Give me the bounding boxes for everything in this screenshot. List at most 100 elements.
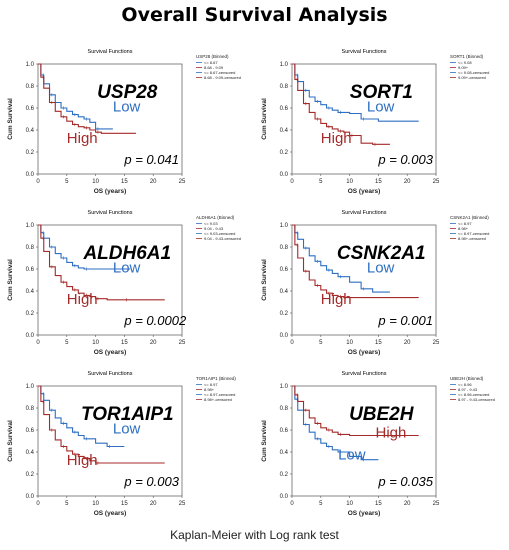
low-group-label: Low xyxy=(367,259,395,276)
y-axis-label: Cum Survival xyxy=(7,420,14,462)
y-tick-label: 0.8 xyxy=(26,245,35,251)
km-chart-svg: Survival Functions 0.0 0.2 0.4 0.6 0.8 1.0 0 5 10… xyxy=(7,49,241,195)
y-tick-label: 0.0 xyxy=(280,333,289,339)
legend-entry: <= 9.08-censored xyxy=(458,70,489,75)
legend-entry: 8.68 - 9.09 xyxy=(204,65,224,70)
x-tick-label: 25 xyxy=(433,340,440,346)
km-curve-high xyxy=(38,63,136,134)
legend-entry: <= 8.97-censored xyxy=(204,392,235,397)
y-tick-label: 0.2 xyxy=(26,472,35,478)
x-axis-label: OS (years) xyxy=(348,188,381,195)
x-tick-label: 15 xyxy=(375,340,382,346)
y-axis-label: Cum Survival xyxy=(261,420,268,462)
y-tick-label: 0.8 xyxy=(26,406,35,412)
legend-entry: 8.98+-censored xyxy=(204,397,232,402)
y-tick-label: 0.4 xyxy=(26,289,35,295)
footer-caption: Kaplan-Meier with Log rank test xyxy=(170,528,339,542)
x-tick-label: 10 xyxy=(92,501,99,507)
y-tick-label: 0.0 xyxy=(26,172,35,178)
y-tick-label: 0.6 xyxy=(280,267,289,273)
km-panel-sort1: Survival Functions 0.0 0.2 0.4 0.6 0.8 1.0 0 5 10… xyxy=(256,44,504,202)
gene-label: SORT1 xyxy=(350,82,413,103)
low-group-label: Low xyxy=(113,259,141,276)
y-tick-label: 1.0 xyxy=(280,62,289,68)
y-tick-label: 0.0 xyxy=(26,333,35,339)
gene-label: CSNK2A1 xyxy=(337,243,426,264)
plot-frame xyxy=(37,63,183,175)
km-curve-low xyxy=(292,63,419,122)
y-tick-label: 1.0 xyxy=(26,223,35,229)
y-tick-label: 0.2 xyxy=(26,150,35,156)
p-value: p = 0.003 xyxy=(377,152,433,167)
y-tick-label: 0.6 xyxy=(26,428,35,434)
km-panel-aldh6a1: Survival Functions 0.0 0.2 0.4 0.6 0.8 1.0 0 5 10… xyxy=(2,205,250,363)
low-group-label: Low xyxy=(367,98,395,115)
x-tick-label: 10 xyxy=(346,179,353,185)
y-axis-label: Cum Survival xyxy=(7,98,14,140)
km-panel-csnk2a1: Survival Functions 0.0 0.2 0.4 0.6 0.8 1.0 0 5 10… xyxy=(256,205,504,363)
legend-title: CSNK2A1 (Binned) xyxy=(450,215,489,220)
high-group-label: High xyxy=(321,130,352,147)
km-curve-low xyxy=(292,224,390,293)
gene-label: ALDH6A1 xyxy=(82,243,171,264)
x-tick-label: 5 xyxy=(319,501,323,507)
legend-entry: 8.98+ xyxy=(204,387,215,392)
legend-entry: 8.97 - 9.43 xyxy=(458,387,478,392)
chart-title: Survival Functions xyxy=(88,49,133,55)
legend-entry: <= 8.97-censored xyxy=(458,231,489,236)
y-axis-label: Cum Survival xyxy=(261,259,268,301)
gene-label: USP28 xyxy=(97,82,158,103)
x-tick-label: 20 xyxy=(404,340,411,346)
km-chart-svg: Survival Functions 0.0 0.2 0.4 0.6 0.8 1.0 0 5 10… xyxy=(261,371,495,517)
chart-title: Survival Functions xyxy=(342,210,387,216)
chart-title: Survival Functions xyxy=(342,49,387,55)
x-tick-label: 5 xyxy=(319,340,323,346)
y-tick-label: 0.4 xyxy=(26,128,35,134)
high-group-label: High xyxy=(67,291,98,308)
x-tick-label: 15 xyxy=(375,501,382,507)
km-chart-svg: Survival Functions 0.0 0.2 0.4 0.6 0.8 1.0 0 5 10… xyxy=(261,210,489,356)
low-group-label: Low xyxy=(113,420,141,437)
y-tick-label: 0.4 xyxy=(280,289,289,295)
y-tick-label: 0.6 xyxy=(280,106,289,112)
y-tick-label: 0.4 xyxy=(26,450,35,456)
legend-entry: 8.97 - 9.43-censored xyxy=(458,397,495,402)
x-tick-label: 0 xyxy=(36,340,40,346)
km-curve-high xyxy=(292,224,419,299)
legend-entry: <= 9.03 xyxy=(204,221,218,226)
x-tick-label: 25 xyxy=(179,501,186,507)
km-panel-ube2h: Survival Functions 0.0 0.2 0.4 0.6 0.8 1.0 0 5 10… xyxy=(256,366,504,524)
x-tick-label: 10 xyxy=(346,501,353,507)
p-value: p = 0.003 xyxy=(123,474,179,489)
chart-title: Survival Functions xyxy=(342,371,387,377)
x-tick-label: 20 xyxy=(404,179,411,185)
low-group-label: Low xyxy=(338,447,366,464)
page-title: Overall Survival Analysis xyxy=(121,4,388,26)
km-curve-low xyxy=(38,224,131,270)
x-tick-label: 10 xyxy=(92,340,99,346)
legend-entry: <= 8.67-censored xyxy=(204,70,235,75)
km-curve-high xyxy=(38,224,165,301)
x-axis-label: OS (years) xyxy=(94,188,127,195)
km-chart-svg: Survival Functions 0.0 0.2 0.4 0.6 0.8 1.0 0 5 10… xyxy=(261,49,489,195)
y-tick-label: 0.0 xyxy=(280,172,289,178)
x-tick-label: 5 xyxy=(65,179,69,185)
km-chart-svg: Survival Functions 0.0 0.2 0.4 0.6 0.8 1.0 0 5 10… xyxy=(7,210,241,356)
x-tick-label: 15 xyxy=(375,179,382,185)
low-group-label: Low xyxy=(113,98,141,115)
legend-entry: <= 8.96 xyxy=(458,382,472,387)
x-tick-label: 20 xyxy=(150,179,157,185)
plot-frame xyxy=(37,385,183,497)
p-value: p = 0.035 xyxy=(377,474,433,489)
legend-entry: 9.04 - 9.43 xyxy=(204,226,224,231)
y-tick-label: 0.2 xyxy=(280,311,289,317)
y-tick-label: 0.8 xyxy=(280,245,289,251)
km-panel-usp28: Survival Functions 0.0 0.2 0.4 0.6 0.8 1.0 0 5 10… xyxy=(2,44,250,202)
y-tick-label: 0.2 xyxy=(280,150,289,156)
y-tick-label: 1.0 xyxy=(280,223,289,229)
chart-title: Survival Functions xyxy=(88,210,133,216)
x-tick-label: 10 xyxy=(346,340,353,346)
y-tick-label: 0.8 xyxy=(26,84,35,90)
legend-entry: 9.04 - 9.43-censored xyxy=(204,236,241,241)
legend-entry: <= 8.97 xyxy=(204,382,218,387)
